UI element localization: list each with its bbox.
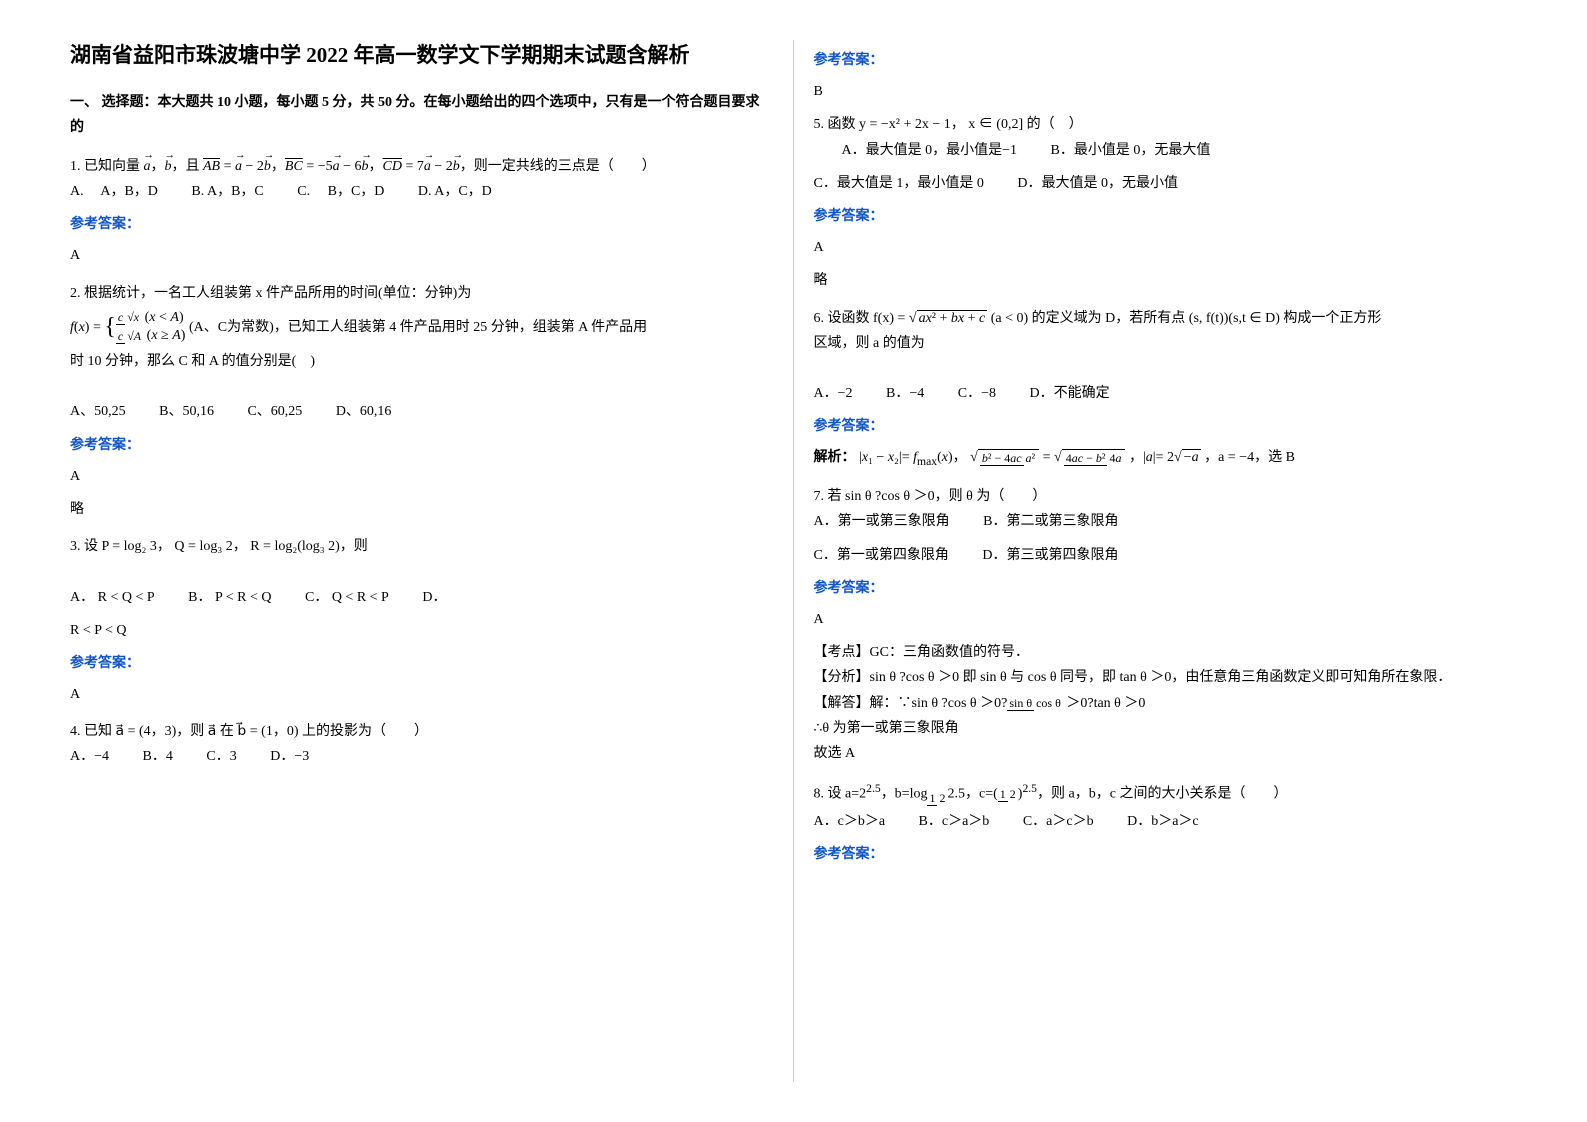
q8-stem: 8. 设 a=22.5，b=log122.5，c=(12)2.5，则 a，b，c… — [814, 778, 1518, 808]
q5-options-row1: A．最大值是 0，最小值是−1 B．最小值是 0，无最大值 — [814, 138, 1518, 163]
q6-options: A．−2 B．−4 C．−8 D．不能确定 — [814, 381, 1518, 406]
q6-stem: 6. 设函数 f(x) = √ax² + bx + c (a < 0) 的定义域… — [814, 306, 1518, 331]
answer-label: 参考答案： — [814, 204, 1518, 229]
answer-label: 参考答案： — [814, 48, 1518, 73]
question-8: 8. 设 a=22.5，b=log122.5，c=(12)2.5，则 a，b，c… — [814, 778, 1518, 867]
question-4: 4. 已知 a⃗ = (4，3)，则 a⃗ 在 b⃗ = (1，0) 上的投影为… — [70, 719, 773, 769]
answer-label: 参考答案： — [814, 414, 1518, 439]
q7-solve2: ∴θ 为第一或第三象限角 — [814, 716, 1518, 741]
question-5: 5. 函数 y = −x² + 2x − 1， x ∈ (0,2] 的（ ） A… — [814, 112, 1518, 293]
q4-stem: 4. 已知 a⃗ = (4，3)，则 a⃗ 在 b⃗ = (1，0) 上的投影为… — [70, 719, 773, 744]
question-7: 7. 若 sin θ ?cos θ ＞0，则 θ 为（ ） A．第一或第三象限角… — [814, 484, 1518, 766]
q2-options: A、50,25 B、50,16 C、60,25 D、60,16 — [70, 399, 773, 424]
q4-options: A．−4 B．4 C．3 D．−3 — [70, 744, 773, 769]
q7-point: 【考点】GC：三角函数值的符号． — [814, 640, 1518, 665]
q2-stem: 2. 根据统计，一名工人组装第 x 件产品所用的时间(单位：分钟)为 — [70, 281, 773, 306]
q6-stem2: 区域，则 a 的值为 — [814, 331, 1518, 356]
q5-note: 略 — [814, 268, 1518, 293]
q2-stem3: 时 10 分钟，那么 C 和 A 的值分别是( ) — [70, 349, 773, 374]
q2-note: 略 — [70, 497, 773, 522]
q2-answer: A — [70, 464, 773, 489]
section-heading: 一、 选择题：本大题共 10 小题，每小题 5 分，共 50 分。在每小题给出的… — [70, 90, 773, 140]
q1-stem: 1. 已知向量 a，b，且 AB = a − 2b，BC = −5a − 6b，… — [70, 154, 773, 179]
q8-options: A．c＞b＞a B．c＞a＞b C．a＞c＞b D．b＞a＞c — [814, 809, 1518, 834]
question-1: 1. 已知向量 a，b，且 AB = a − 2b，BC = −5a − 6b，… — [70, 154, 773, 269]
q6-explain: 解析： |x₁ − x₂|= fmax(x)， √b² − 4aca² = √4… — [814, 445, 1518, 472]
q2-formula: f(x) = {c√x (x < A)c√A (x ≥ A) (A、C为常数)，… — [70, 306, 773, 349]
q5-answer: A — [814, 235, 1518, 260]
q7-solve3: 故选 A — [814, 741, 1518, 766]
q3-stem: 3. 设 P = log₂ 3， Q = log₃ 2， R = log₂(lo… — [70, 534, 773, 559]
q1-options: A. A，B，D B. A，B，C C. B，C，D D. A，C，D — [70, 179, 773, 204]
answer-label: 参考答案： — [814, 576, 1518, 601]
q4-answer: B — [814, 79, 1518, 104]
answer-label: 参考答案： — [70, 433, 773, 458]
answer-label: 参考答案： — [70, 212, 773, 237]
document-title: 湖南省益阳市珠波塘中学 2022 年高一数学文下学期期末试题含解析 — [70, 40, 773, 72]
q5-stem: 5. 函数 y = −x² + 2x − 1， x ∈ (0,2] 的（ ） — [814, 112, 1518, 137]
q1-answer: A — [70, 243, 773, 268]
q7-stem: 7. 若 sin θ ?cos θ ＞0，则 θ 为（ ） — [814, 484, 1518, 509]
q7-answer: A — [814, 607, 1518, 632]
answer-label: 参考答案： — [70, 651, 773, 676]
q7-options-row2: C．第一或第四象限角 D．第三或第四象限角 — [814, 543, 1518, 568]
question-3: 3. 设 P = log₂ 3， Q = log₃ 2， R = log₂(lo… — [70, 534, 773, 707]
q5-options-row2: C．最大值是 1，最小值是 0 D．最大值是 0，无最小值 — [814, 171, 1518, 196]
q3-answer: A — [70, 682, 773, 707]
q3-optD2: R < P < Q — [70, 618, 773, 643]
q3-options: A． R < Q < P B． P < R < Q C． Q < R < P D… — [70, 585, 773, 610]
q7-options-row1: A．第一或第三象限角 B．第二或第三象限角 — [814, 509, 1518, 534]
question-6: 6. 设函数 f(x) = √ax² + bx + c (a < 0) 的定义域… — [814, 306, 1518, 473]
q7-solve: 【解答】解：∵sin θ ?cos θ ＞0?sin θcos θ ＞0?tan… — [814, 691, 1518, 716]
answer-label: 参考答案： — [814, 842, 1518, 867]
q7-analysis: 【分析】sin θ ?cos θ ＞0 即 sin θ 与 cos θ 同号，即… — [814, 665, 1518, 690]
question-2: 2. 根据统计，一名工人组装第 x 件产品所用的时间(单位：分钟)为 f(x) … — [70, 281, 773, 523]
